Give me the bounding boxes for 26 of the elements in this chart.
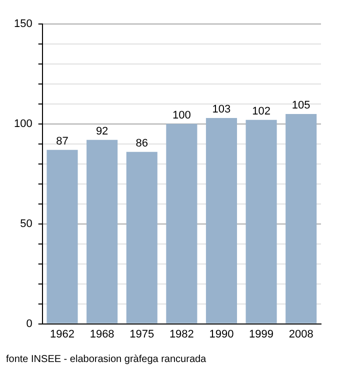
x-tick-label: 1999 xyxy=(249,328,274,340)
data-label: 92 xyxy=(96,125,108,138)
x-tick-label: 1982 xyxy=(169,328,194,340)
bar xyxy=(246,120,277,324)
x-tick-label: 1990 xyxy=(209,328,234,340)
x-tick-label: 1962 xyxy=(50,328,74,340)
bar xyxy=(86,140,118,324)
x-tick-label: 1968 xyxy=(90,328,114,340)
data-label: 86 xyxy=(136,137,148,150)
y-tick-label: 100 xyxy=(14,118,32,130)
x-tick-label: 2008 xyxy=(288,328,314,340)
data-label: 87 xyxy=(56,135,68,148)
data-label: 105 xyxy=(292,99,310,112)
y-tick-label: 0 xyxy=(26,318,32,330)
source-note: fonte INSEE - elaborasion gràfega rancurada xyxy=(6,354,206,365)
x-tick-label: 1975 xyxy=(130,328,154,340)
y-tick-label: 50 xyxy=(20,218,32,230)
bar xyxy=(206,118,238,324)
bar xyxy=(166,124,198,324)
y-tick-label: 150 xyxy=(14,18,32,30)
bar xyxy=(286,114,317,324)
bar xyxy=(126,152,158,324)
data-label: 100 xyxy=(172,109,191,122)
data-label: 102 xyxy=(252,105,270,118)
bar xyxy=(46,150,78,324)
data-label: 103 xyxy=(212,103,231,116)
